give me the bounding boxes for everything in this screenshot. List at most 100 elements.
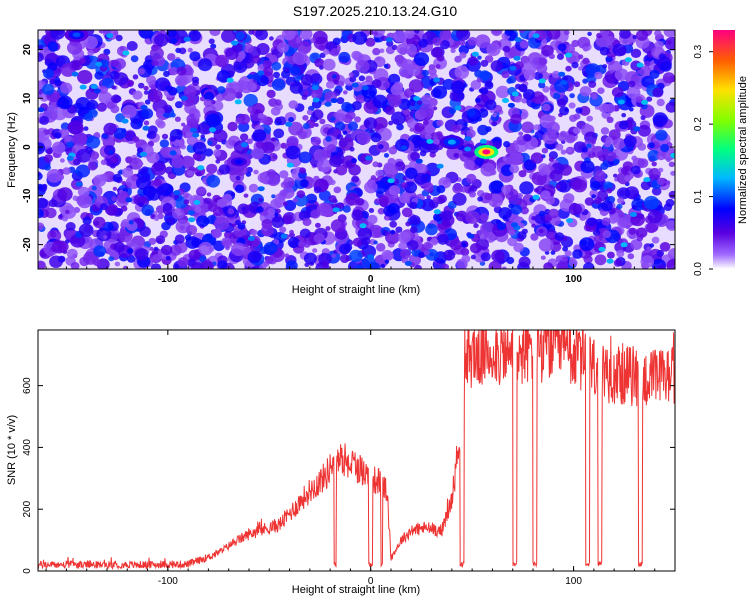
heatmap-cell xyxy=(651,161,657,167)
heatmap-cell xyxy=(599,30,610,37)
heatmap-cell xyxy=(257,172,270,184)
heatmap-cell xyxy=(580,160,595,174)
heatmap-cell xyxy=(204,148,214,157)
heatmap-cell xyxy=(203,91,215,102)
heatmap-cell xyxy=(134,248,149,261)
heatmap-cell xyxy=(169,244,182,256)
heatmap-cell xyxy=(189,51,201,62)
heatmap-cell xyxy=(338,51,351,63)
heatmap-cell xyxy=(99,59,109,68)
heatmap-cell xyxy=(38,197,48,209)
heatmap-cell xyxy=(112,173,122,183)
heatmap-cell xyxy=(47,250,54,257)
heatmap-cell xyxy=(252,55,261,64)
heatmap-cell xyxy=(273,128,285,139)
heatmap-cell xyxy=(647,209,663,224)
heatmap-cell xyxy=(538,168,547,176)
heatmap-cell xyxy=(519,181,534,195)
heatmap-cell xyxy=(236,56,243,62)
heatmap-cell xyxy=(593,235,602,243)
heatmap-cell xyxy=(138,68,145,75)
heatmap-cell xyxy=(342,130,348,135)
heatmap-cell xyxy=(196,215,210,228)
heatmap-cell xyxy=(470,243,482,254)
heatmap-cell xyxy=(414,172,428,185)
heatmap-cell xyxy=(238,75,254,90)
heatmap-cell xyxy=(153,246,159,252)
heatmap-cell xyxy=(458,39,466,46)
heatmap-cell xyxy=(71,71,79,77)
heatmap-cell xyxy=(620,167,629,175)
heatmap-cell xyxy=(541,45,554,57)
heatmap-cell xyxy=(255,141,265,149)
heatmap-cell xyxy=(365,155,373,161)
heatmap-cell xyxy=(326,80,335,89)
heatmap-cell xyxy=(287,237,300,248)
heatmap-cell xyxy=(546,121,560,134)
heatmap-cell xyxy=(439,30,451,41)
heatmap-cell xyxy=(279,170,289,179)
heatmap-cell xyxy=(549,115,556,122)
heatmap-cell xyxy=(473,223,479,229)
heatmap-cell xyxy=(594,254,607,266)
heatmap-cell xyxy=(662,72,675,84)
heatmap-cell xyxy=(613,173,618,178)
heatmap-cell xyxy=(39,115,50,125)
heatmap-cell xyxy=(367,214,378,225)
heatmap-cell xyxy=(294,193,308,207)
heatmap-cell xyxy=(358,75,366,82)
heatmap-cell xyxy=(542,114,550,121)
heatmap-cell xyxy=(305,193,317,204)
heatmap-cell xyxy=(619,30,631,39)
heatmap-cell xyxy=(169,135,176,142)
heatmap-cell xyxy=(436,54,445,62)
heatmap-cell xyxy=(218,164,231,175)
heatmap-cell xyxy=(648,142,655,149)
heatmap-cell xyxy=(99,85,108,94)
heatmap-cell xyxy=(601,217,611,226)
heatmap-cell xyxy=(132,90,143,100)
heatmap-cell xyxy=(488,180,504,194)
heatmap-cell xyxy=(144,99,151,105)
x-tick-label: 0 xyxy=(368,576,374,587)
heatmap-cell xyxy=(624,57,632,63)
heatmap-cell xyxy=(557,43,567,52)
heatmap-cell xyxy=(452,183,463,194)
heatmap-cell xyxy=(654,30,662,37)
heatmap-cell xyxy=(372,47,381,56)
heatmap-cell xyxy=(261,141,275,154)
heatmap-cell xyxy=(564,30,570,36)
heatmap-cell xyxy=(557,53,564,60)
heatmap-cell xyxy=(138,82,145,89)
heatmap-cell xyxy=(54,132,62,139)
heatmap-cell xyxy=(533,187,540,193)
heatmap-cell xyxy=(337,151,344,157)
heatmap-cell xyxy=(38,107,45,113)
heatmap-cell xyxy=(246,138,253,145)
heatmap-cell xyxy=(150,263,162,269)
heatmap-cell xyxy=(631,155,638,161)
heatmap-cell xyxy=(409,215,421,226)
heatmap-cell xyxy=(38,52,44,62)
heatmap-cell xyxy=(319,65,324,70)
heatmap-cell xyxy=(288,232,295,239)
heatmap-cell xyxy=(213,149,221,157)
heatmap-cell xyxy=(351,82,359,88)
heatmap-cell xyxy=(217,86,226,94)
heatmap-cell xyxy=(194,206,202,213)
heatmap-cell xyxy=(215,228,221,233)
heatmap-cell xyxy=(240,142,248,148)
heatmap-cell xyxy=(393,81,404,91)
heatmap-cell xyxy=(426,139,434,144)
heatmap-cell xyxy=(235,31,245,41)
heatmap-cell xyxy=(374,37,380,43)
heatmap-cell xyxy=(183,125,191,133)
heatmap-cell xyxy=(57,255,66,263)
heatmap-cell xyxy=(256,206,264,213)
heatmap-cell xyxy=(130,55,139,63)
heatmap-cell xyxy=(579,105,591,116)
heatmap-cell xyxy=(298,241,305,247)
snr-panel: -100 0 100 0 200 400 600 Height of straight li… xyxy=(6,329,676,596)
heatmap-cell xyxy=(469,191,476,198)
heatmap-cell xyxy=(624,71,640,85)
